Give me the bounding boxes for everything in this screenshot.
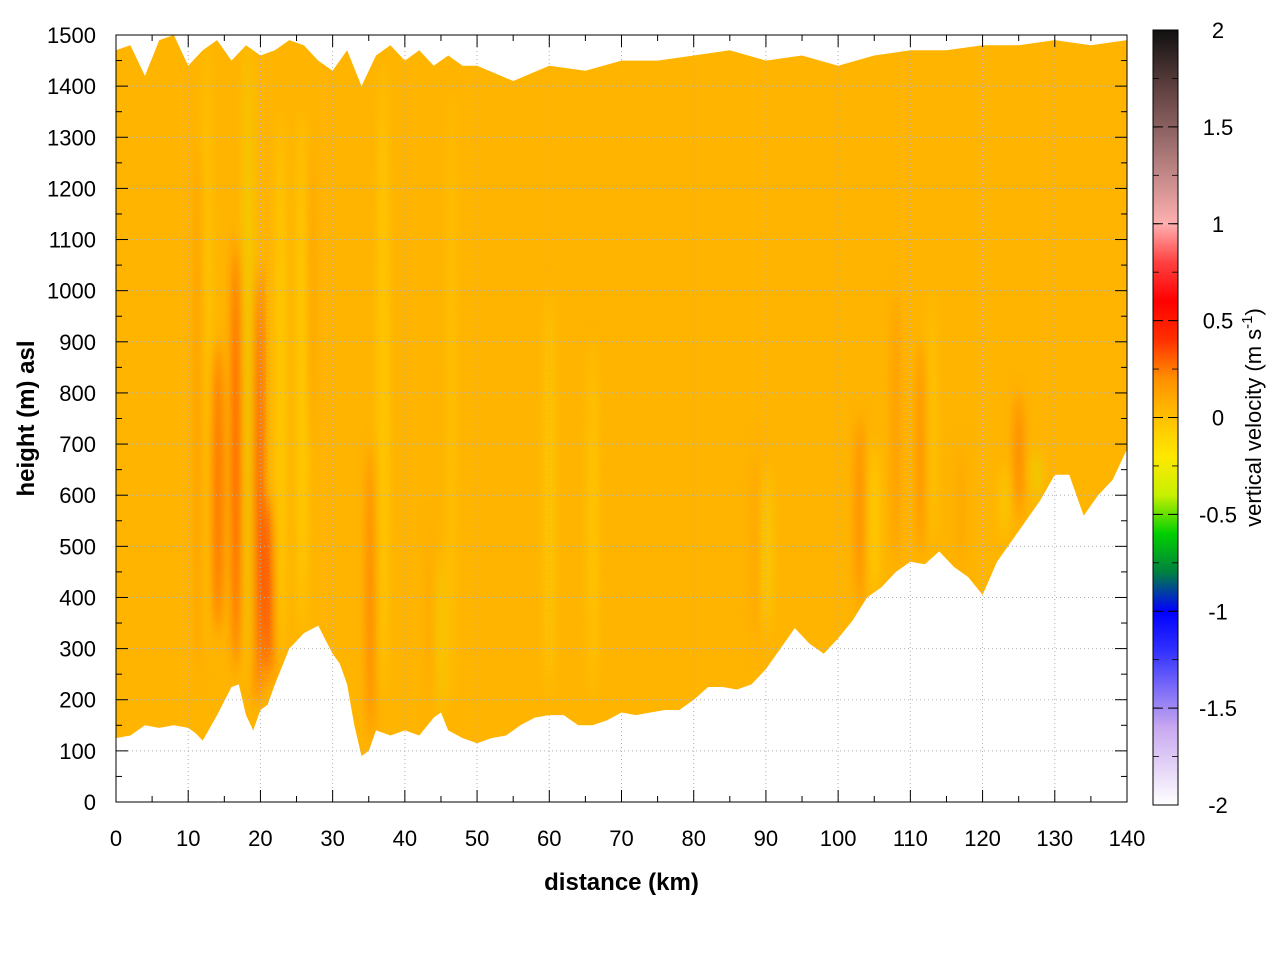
x-tick-label: 130: [1036, 826, 1073, 851]
colorbar-tick-label: -0.5: [1199, 502, 1237, 527]
velocity-band: [918, 341, 925, 557]
y-tick-label: 1400: [47, 74, 96, 99]
x-tick-label: 100: [820, 826, 857, 851]
velocity-band: [245, 35, 251, 675]
velocity-band: [211, 341, 223, 634]
velocity-band: [958, 444, 964, 572]
y-tick-label: 800: [59, 381, 96, 406]
x-tick-label: 140: [1109, 826, 1146, 851]
y-tick-label: 300: [59, 637, 96, 662]
velocity-band: [765, 469, 770, 634]
x-axis-title: distance (km): [544, 869, 699, 896]
velocity-band: [439, 556, 443, 716]
velocity-band: [871, 444, 877, 598]
x-tick-label: 0: [110, 826, 122, 851]
velocity-band: [299, 111, 306, 634]
colorbar-tick-label: -2: [1208, 793, 1228, 818]
colorbar-title-end: ): [1241, 308, 1266, 315]
y-tick-label: 900: [59, 330, 96, 355]
velocity-band: [1002, 469, 1007, 537]
y-tick-label: 400: [59, 585, 96, 610]
y-tick-label: 500: [59, 534, 96, 559]
y-tick-label: 1200: [47, 176, 96, 201]
x-tick-label: 80: [681, 826, 705, 851]
velocity-field-bands: [195, 35, 1040, 741]
colorbar-tick-label: -1.5: [1199, 696, 1237, 721]
velocity-band: [449, 86, 454, 710]
velocity-band: [195, 137, 203, 675]
velocity-band: [589, 341, 597, 700]
velocity-band: [856, 413, 864, 608]
y-tick-label: 600: [59, 483, 96, 508]
velocity-band: [253, 265, 262, 700]
velocity-band: [205, 35, 209, 649]
velocity-band: [427, 520, 433, 716]
y-tick-label: 0: [84, 790, 96, 815]
x-tick-label: 30: [320, 826, 344, 851]
y-tick-label: 1500: [47, 23, 96, 48]
y-tick-label: 1000: [47, 279, 96, 304]
colorbar-tick-label: 1.5: [1203, 115, 1234, 140]
y-tick-label: 200: [59, 688, 96, 713]
colorbar-tick-label: 0.5: [1203, 309, 1234, 334]
colorbar-title-superscript: -1: [1239, 315, 1256, 328]
y-axis-title: height (m) asl: [13, 340, 40, 496]
velocity-band: [1015, 392, 1022, 516]
colorbar-layer: 2 1.5 1 0.5 0 -0.5 -1 -1.5 -2: [1152, 18, 1237, 818]
axes-layer: 0 10 20 30 40 50 60 70 80 90 100 110 120 130 140010020…: [47, 23, 1145, 851]
x-tick-label: 10: [176, 826, 200, 851]
x-tick-label: 90: [754, 826, 778, 851]
y-tick-label: 1100: [49, 228, 96, 253]
x-tick-label: 40: [393, 826, 417, 851]
x-tick-label: 50: [465, 826, 489, 851]
y-tick-label: 700: [59, 432, 96, 457]
colorbar-tick-label: 1: [1212, 212, 1224, 237]
velocity-band: [1033, 454, 1040, 496]
grid-layer: [116, 35, 1127, 802]
y-tick-label: 1300: [47, 125, 96, 150]
x-tick-label: 20: [248, 826, 272, 851]
velocity-band: [930, 290, 934, 547]
colorbar-tick-label: 2: [1212, 18, 1224, 43]
colorbar-tick-label: -1: [1208, 599, 1228, 624]
velocity-band: [752, 444, 758, 649]
velocity-band: [380, 60, 387, 700]
x-tick-label: 70: [609, 826, 633, 851]
velocity-band: [278, 111, 284, 649]
colorbar-title-main: vertical velocity (m s: [1241, 329, 1266, 527]
velocity-band: [892, 290, 900, 567]
colorbar-title: vertical velocity (m s-1): [1239, 308, 1266, 527]
x-tick-label: 120: [964, 826, 1001, 851]
y-tick-label: 100: [59, 739, 96, 764]
velocity-band: [265, 495, 274, 680]
velocity-band: [368, 444, 374, 741]
velocity-band: [233, 239, 242, 670]
x-tick-label: 60: [537, 826, 561, 851]
x-tick-label: 110: [893, 826, 928, 851]
velocity-band: [306, 137, 313, 445]
colorbar-tick-label: 0: [1212, 406, 1224, 431]
